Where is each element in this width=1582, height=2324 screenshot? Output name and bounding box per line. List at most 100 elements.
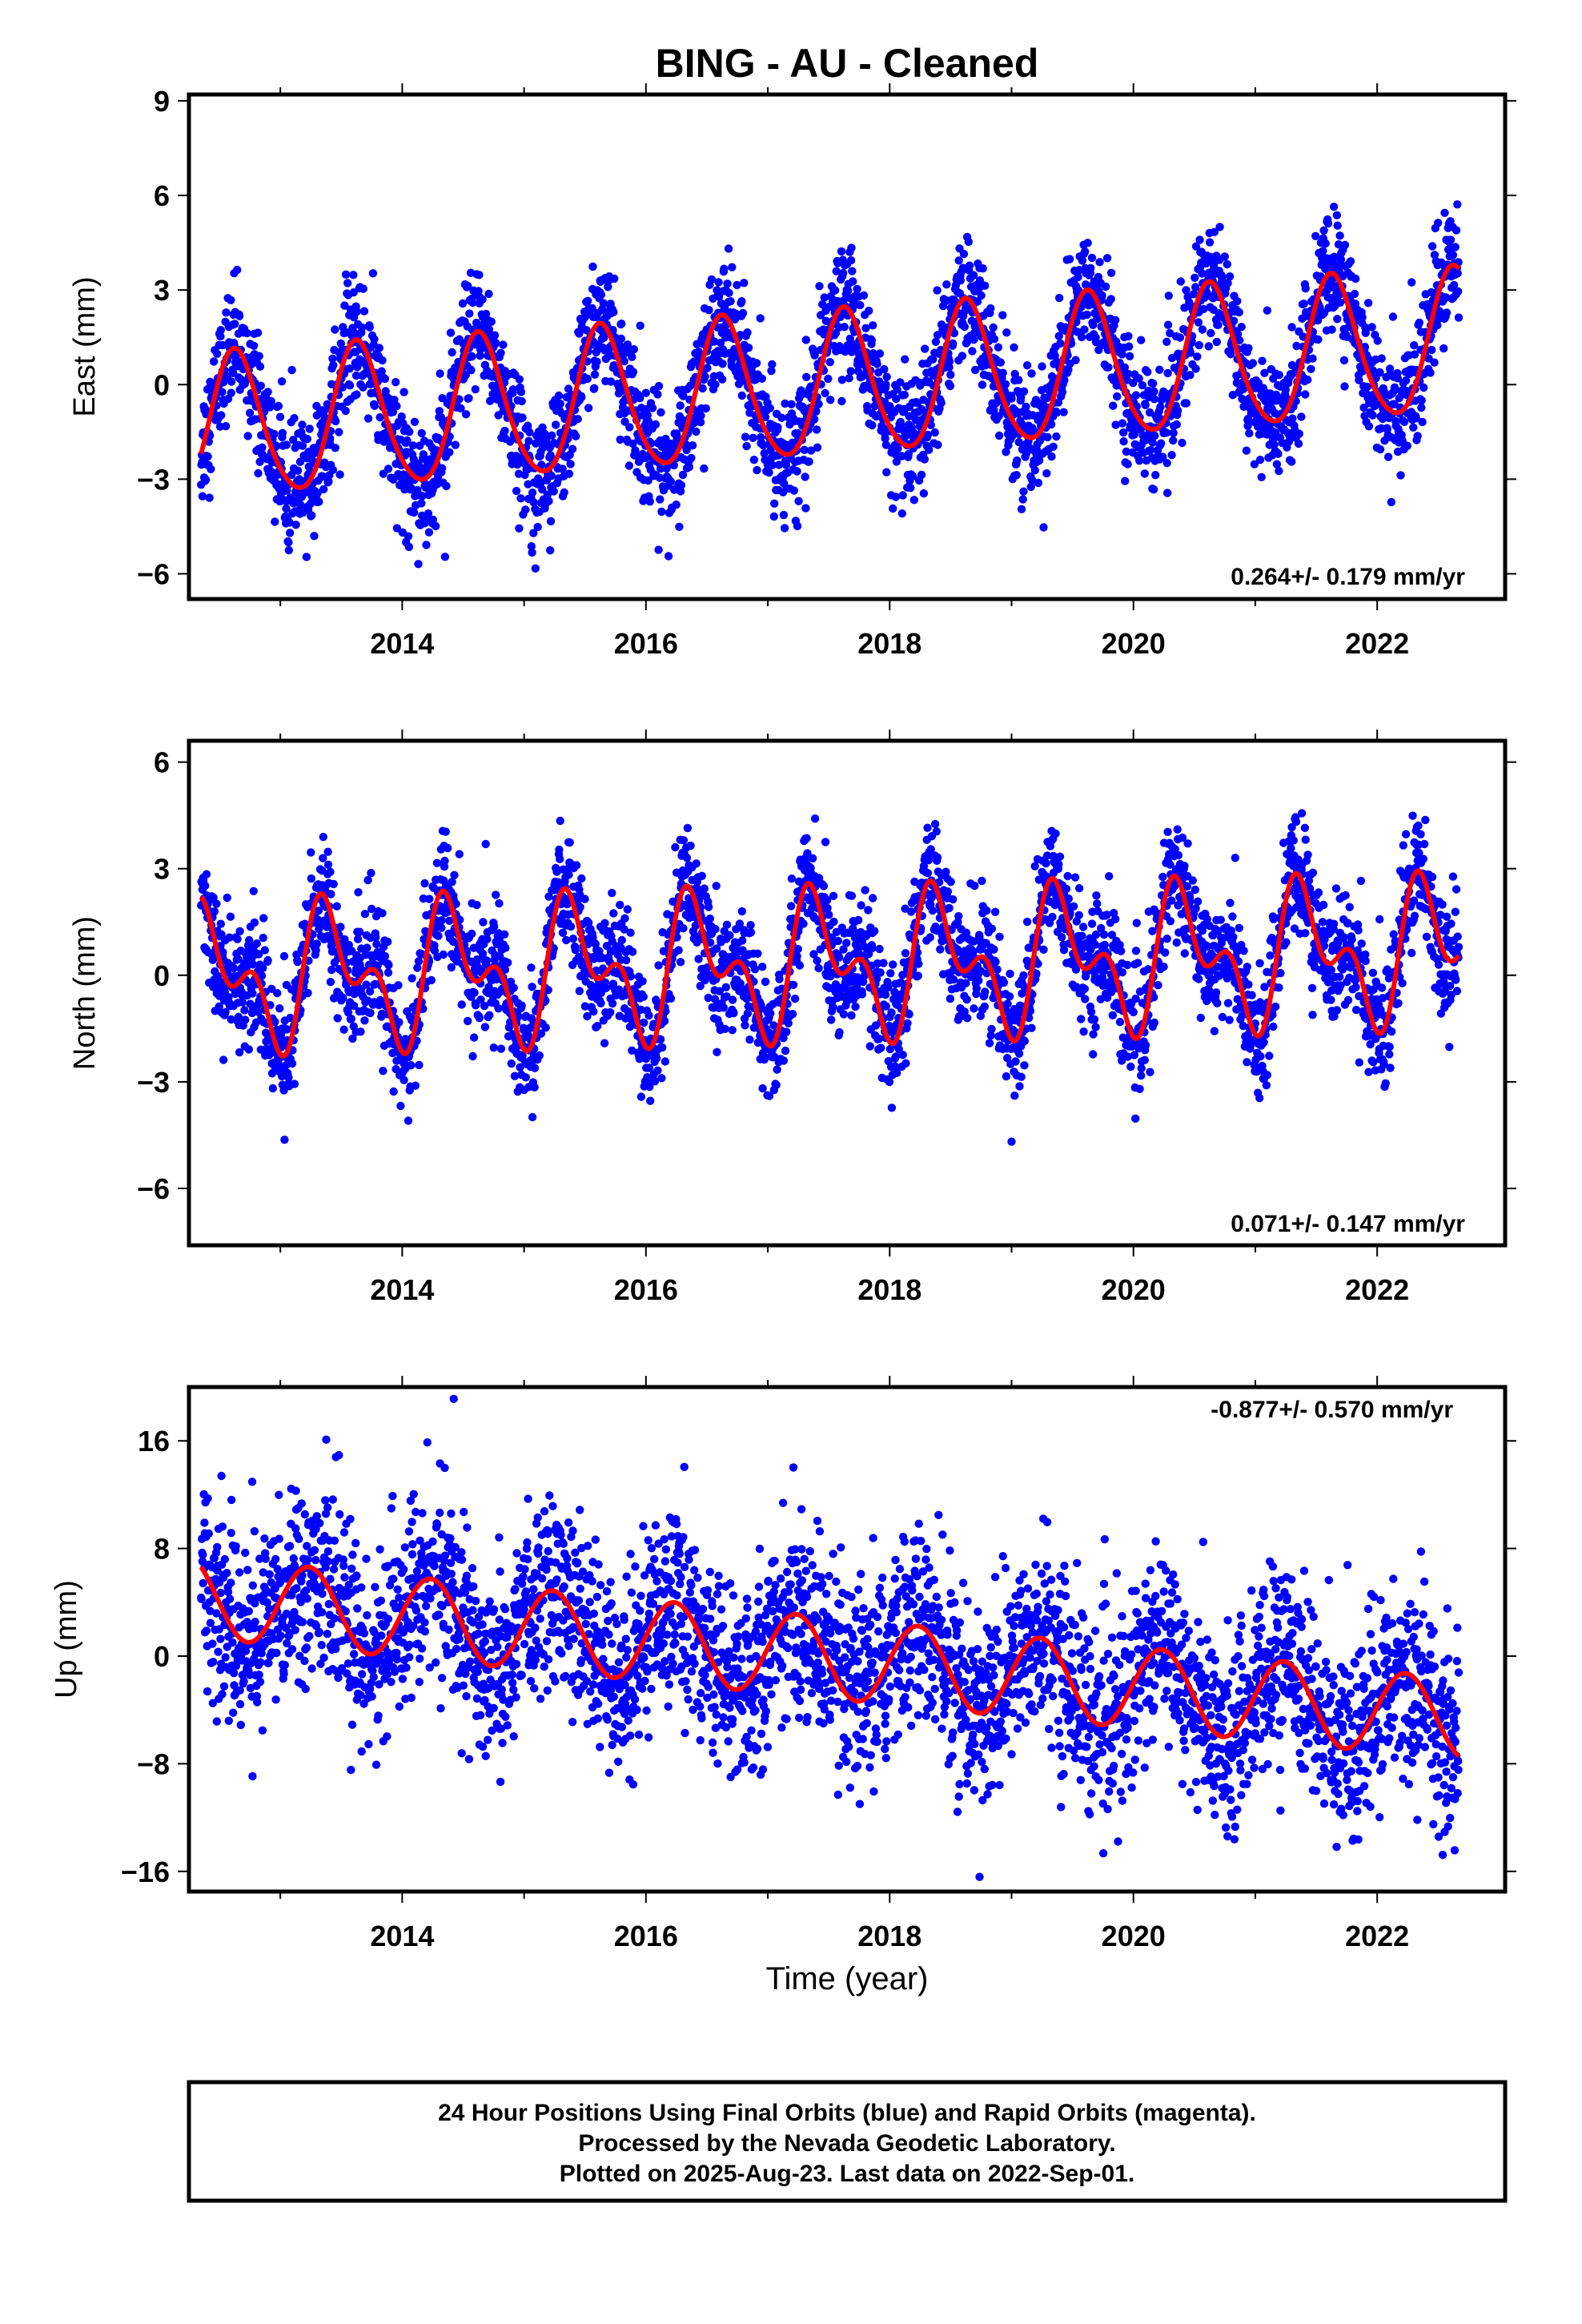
data-point: [403, 436, 412, 445]
data-point: [289, 436, 298, 444]
data-point: [625, 423, 634, 432]
data-point: [1450, 280, 1459, 290]
data-point: [1364, 422, 1374, 431]
data-point: [998, 368, 1007, 377]
data-point: [596, 290, 606, 300]
data-point: [1149, 379, 1158, 388]
data-point: [1138, 380, 1147, 390]
data-point: [547, 472, 556, 480]
data-point: [1243, 421, 1252, 430]
data-point: [455, 850, 464, 858]
data-point: [273, 989, 282, 998]
data-point: [652, 1054, 661, 1063]
data-point: [688, 441, 697, 450]
data-point: [666, 994, 676, 1003]
data-point: [327, 890, 335, 899]
data-point: [958, 352, 967, 360]
data-point: [1301, 390, 1310, 399]
data-point: [1419, 383, 1428, 392]
data-point: [1435, 307, 1444, 316]
data-point: [714, 292, 724, 301]
data-point: [343, 279, 352, 287]
data-point: [956, 276, 966, 285]
data-point: [960, 322, 970, 332]
data-point: [215, 1002, 223, 1011]
data-point: [323, 860, 333, 870]
data-point: [229, 963, 239, 973]
data-point: [801, 504, 810, 513]
data-point: [1017, 505, 1026, 513]
data-point: [718, 375, 727, 384]
data-point: [268, 1084, 277, 1093]
data-point: [1163, 368, 1172, 378]
data-point: [1071, 356, 1080, 364]
data-point: [1169, 428, 1178, 437]
data-point: [954, 256, 963, 265]
data-point: [439, 950, 448, 959]
x-tick-label: 2022: [1345, 627, 1409, 660]
data-point: [1086, 263, 1095, 272]
data-point: [380, 374, 390, 384]
data-point: [1215, 223, 1224, 231]
data-point: [565, 838, 574, 847]
data-point: [244, 1045, 253, 1054]
data-point: [817, 300, 827, 309]
data-point: [721, 983, 730, 992]
data-point: [701, 372, 709, 381]
data-point: [897, 509, 907, 518]
data-point: [590, 384, 599, 392]
data-point: [404, 1116, 413, 1125]
data-point: [889, 504, 897, 513]
data-point: [313, 489, 322, 497]
data-point: [881, 380, 890, 389]
data-point: [380, 951, 390, 961]
data-point: [284, 538, 293, 547]
data-point: [400, 1076, 408, 1084]
data-point: [1182, 399, 1191, 408]
data-point: [990, 405, 998, 415]
data-point: [492, 339, 500, 348]
data-point: [622, 955, 631, 965]
data-point: [1146, 445, 1155, 455]
data-point: [986, 304, 995, 313]
data-point: [1158, 452, 1167, 461]
data-point: [657, 1074, 666, 1083]
data-point: [527, 963, 536, 972]
data-point: [720, 264, 729, 273]
data-point: [898, 491, 907, 500]
data-point: [653, 1066, 662, 1076]
data-point: [1118, 350, 1126, 359]
data-point: [1095, 258, 1104, 267]
data-point: [577, 874, 586, 883]
data-point: [1013, 456, 1022, 465]
data-point: [1022, 402, 1030, 412]
data-point: [370, 401, 379, 410]
data-point: [1403, 441, 1412, 450]
data-point: [1263, 306, 1272, 315]
data-point: [1060, 376, 1069, 385]
data-point: [1046, 420, 1056, 429]
data-point: [302, 553, 311, 561]
data-point: [353, 363, 362, 372]
data-point: [712, 882, 721, 891]
data-point: [415, 1060, 424, 1070]
data-point: [1346, 257, 1355, 266]
data-point: [298, 420, 307, 429]
data-point: [234, 1012, 243, 1022]
data-point: [323, 847, 332, 856]
data-point: [1399, 417, 1409, 426]
data-point: [806, 446, 816, 455]
data-point: [1258, 356, 1267, 365]
data-point: [290, 414, 299, 423]
data-point: [656, 408, 665, 417]
data-point: [1059, 408, 1068, 416]
data-point: [436, 369, 444, 378]
data-point: [259, 933, 267, 943]
data-point: [794, 497, 803, 505]
data-point: [1307, 364, 1315, 373]
data-point: [1210, 227, 1219, 236]
data-point: [1077, 332, 1086, 342]
data-point: [489, 922, 499, 931]
data-point: [968, 347, 977, 356]
data-point: [548, 431, 556, 440]
